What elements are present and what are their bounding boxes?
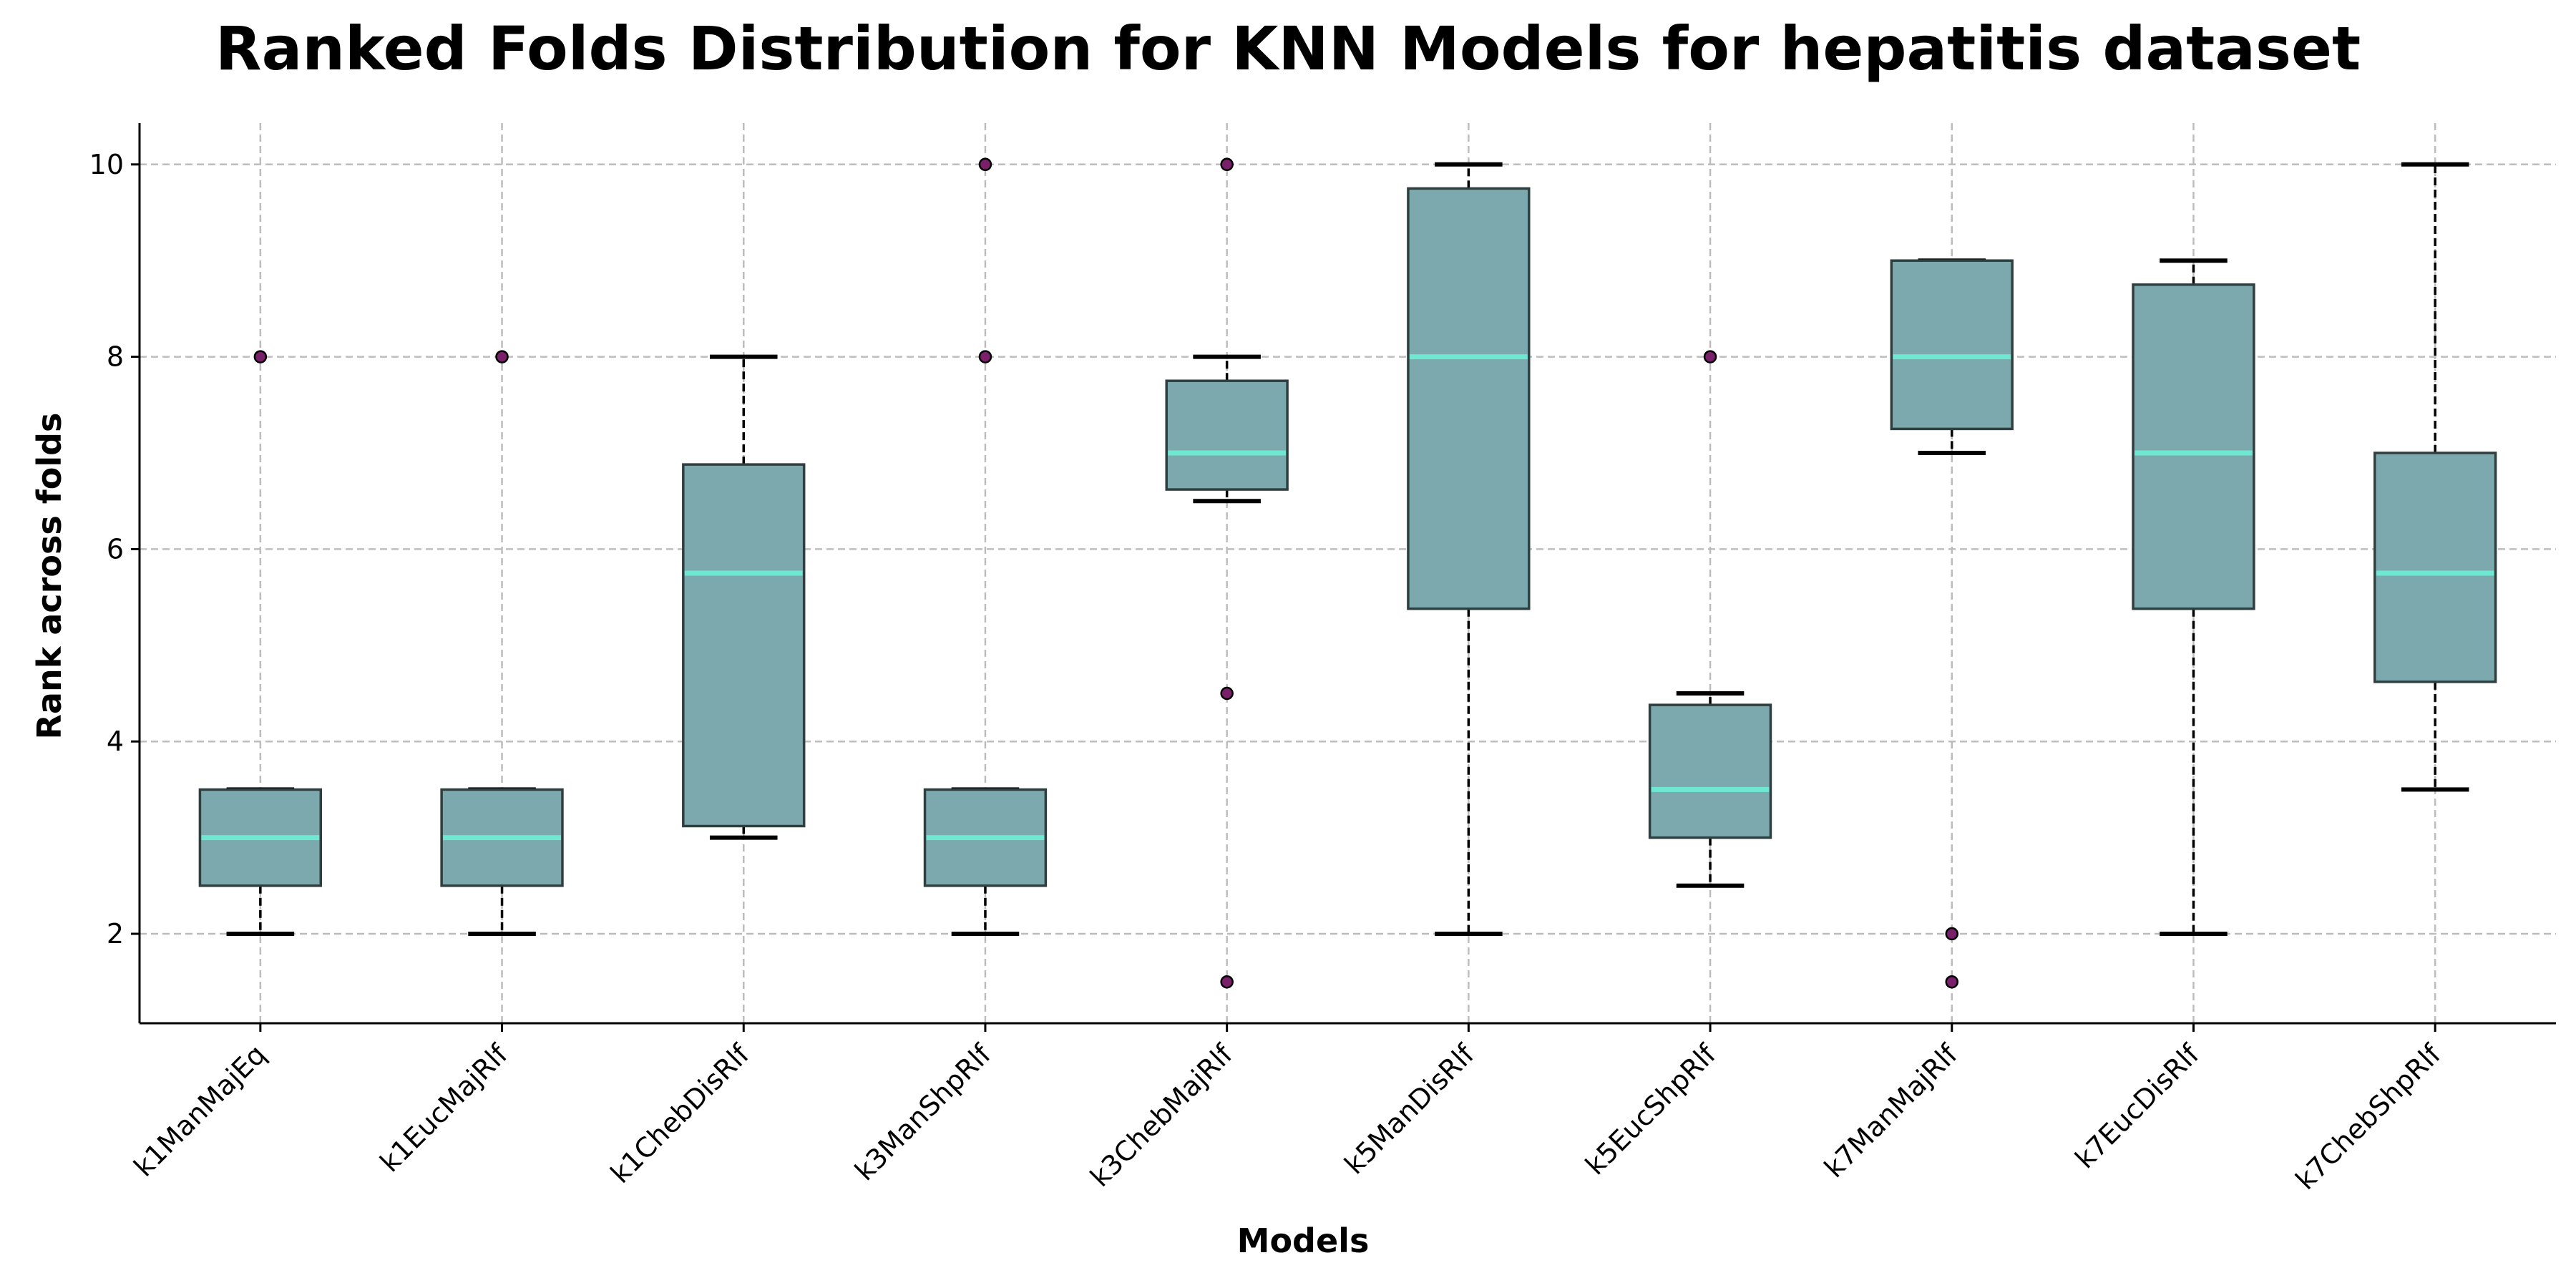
x-tick-label-k5EucShpRlf: k5EucShpRlf [1579, 1038, 1722, 1181]
y-tick-label-10: 10 [89, 149, 124, 180]
box-group-k3ManShpRlf [923, 157, 1048, 937]
x-axis-label: Models [1237, 1221, 1370, 1260]
box-group-k5ManDisRlf [1407, 162, 1531, 937]
box [2373, 452, 2497, 683]
x-tick-label-k1EucMajRlf: k1EucMajRlf [374, 1038, 514, 1178]
box-group-k1ManMajEq [198, 350, 323, 937]
x-tick-label-k1ChebDisRlf: k1ChebDisRlf [605, 1038, 756, 1189]
plot-area [198, 157, 2497, 989]
box-group-k7ManMajRlf [1890, 258, 2014, 989]
y-axis-label: Rank across folds [30, 413, 69, 740]
box-group-k1ChebDisRlf [682, 354, 806, 840]
chart-title: Ranked Folds Distribution for KNN Models… [215, 14, 2361, 84]
outlier-point [1703, 350, 1717, 364]
x-tick-label-k3ManShpRlf: k3ManShpRlf [849, 1038, 997, 1186]
x-tick-label-k7ManMajRlf: k7ManMajRlf [1818, 1038, 1964, 1184]
box-group-k7EucDisRlf [2132, 258, 2255, 937]
y-tick-label-2: 2 [107, 918, 124, 950]
outlier-point [253, 350, 268, 364]
x-tick-label-k1ManMajEq: k1ManMajEq [128, 1038, 273, 1183]
x-tick-label-k3ChebMajRlf: k3ChebMajRlf [1084, 1038, 1239, 1193]
box [682, 463, 806, 828]
outlier-point [1220, 975, 1234, 989]
outlier-point [978, 157, 992, 172]
y-tick-label-4: 4 [107, 726, 124, 757]
box [1165, 379, 1289, 491]
box-group-k3ChebMajRlf [1165, 157, 1289, 989]
outlier-point [1945, 975, 1958, 989]
box [1407, 187, 1531, 610]
box [1648, 703, 1772, 839]
outlier-point [1220, 686, 1234, 701]
box-group-k7ChebShpRlf [2373, 162, 2497, 792]
box-group-k5EucShpRlf [1648, 350, 1772, 888]
outlier-point [978, 350, 992, 364]
box-group-k1EucMajRlf [440, 350, 564, 937]
outlier-point [495, 350, 509, 364]
y-tick-label-6: 6 [107, 533, 124, 565]
x-tick-label-k7EucDisRlf: k7EucDisRlf [2069, 1038, 2206, 1174]
box [1890, 259, 2014, 431]
y-tick-label-8: 8 [107, 341, 124, 373]
outlier-point [1945, 927, 1958, 941]
x-tick-label-k7ChebShpRlf: k7ChebShpRlf [2290, 1038, 2448, 1196]
outlier-point [1220, 157, 1234, 172]
x-tick-label-k5ManDisRlf: k5ManDisRlf [1339, 1038, 1481, 1180]
box [2132, 283, 2255, 610]
